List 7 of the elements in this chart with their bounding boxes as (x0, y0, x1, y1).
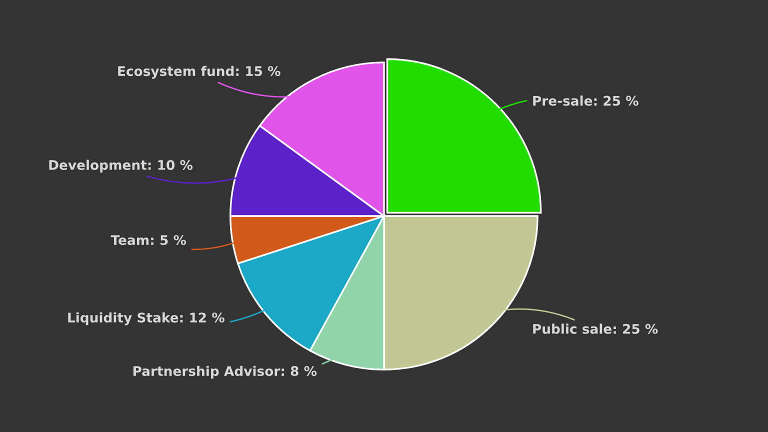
slice-label: Development: 10 % (49, 160, 193, 173)
slice-label: Team: 5 % (110, 235, 186, 246)
slice-label: Partnership Advisor: 8 % (133, 366, 317, 379)
slice-label: Pre-sale: 25 % (533, 96, 638, 106)
slice-label: Liquidity Stake: 12 % (68, 312, 224, 326)
slice-label: Public sale: 25 % (533, 324, 658, 334)
slice-label: Ecosystem fund: 15 % (118, 66, 280, 79)
